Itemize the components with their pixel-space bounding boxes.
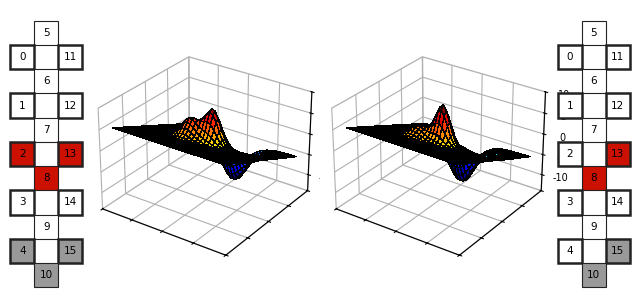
Bar: [58, 142, 83, 166]
Bar: [582, 215, 605, 239]
Bar: [582, 166, 605, 190]
Bar: [35, 166, 58, 190]
Bar: [557, 45, 582, 69]
Bar: [10, 93, 35, 118]
Bar: [58, 190, 83, 215]
Text: 8: 8: [590, 173, 597, 183]
Bar: [557, 239, 582, 263]
Bar: [58, 45, 83, 69]
Bar: [605, 239, 630, 263]
Bar: [582, 69, 605, 93]
Bar: [605, 190, 630, 215]
Bar: [35, 263, 58, 287]
Text: 6: 6: [590, 76, 597, 86]
Bar: [58, 93, 83, 118]
Text: 3: 3: [566, 197, 573, 208]
Text: 10: 10: [587, 270, 600, 280]
Text: 11: 11: [611, 52, 624, 62]
Bar: [58, 239, 83, 263]
Text: 9: 9: [590, 222, 597, 232]
Text: 5: 5: [43, 28, 50, 38]
Text: 12: 12: [611, 100, 624, 111]
Bar: [35, 215, 58, 239]
Text: 3: 3: [19, 197, 26, 208]
Text: 9: 9: [43, 222, 50, 232]
Text: 14: 14: [64, 197, 77, 208]
Bar: [582, 263, 605, 287]
Text: 2: 2: [19, 149, 26, 159]
Bar: [582, 118, 605, 142]
Bar: [557, 142, 582, 166]
Text: 7: 7: [590, 125, 597, 135]
Bar: [10, 190, 35, 215]
Bar: [557, 190, 582, 215]
Text: 15: 15: [611, 246, 624, 256]
Bar: [35, 69, 58, 93]
Bar: [35, 21, 58, 45]
Text: 8: 8: [43, 173, 50, 183]
Text: 11: 11: [64, 52, 77, 62]
Text: 5: 5: [590, 28, 597, 38]
Bar: [605, 142, 630, 166]
Text: 15: 15: [64, 246, 77, 256]
Bar: [557, 93, 582, 118]
Text: 13: 13: [611, 149, 624, 159]
Text: 2: 2: [566, 149, 573, 159]
Text: 1: 1: [19, 100, 26, 111]
Text: 13: 13: [64, 149, 77, 159]
Text: 12: 12: [64, 100, 77, 111]
Text: 4: 4: [566, 246, 573, 256]
Text: 1: 1: [566, 100, 573, 111]
Bar: [35, 118, 58, 142]
Bar: [582, 21, 605, 45]
Text: 0: 0: [19, 52, 26, 62]
Bar: [605, 93, 630, 118]
Bar: [605, 45, 630, 69]
Text: 0: 0: [566, 52, 573, 62]
Text: 10: 10: [40, 270, 53, 280]
Text: 14: 14: [611, 197, 624, 208]
Bar: [10, 45, 35, 69]
Bar: [10, 142, 35, 166]
Bar: [10, 239, 35, 263]
Text: 7: 7: [43, 125, 50, 135]
Text: 4: 4: [19, 246, 26, 256]
Text: 6: 6: [43, 76, 50, 86]
